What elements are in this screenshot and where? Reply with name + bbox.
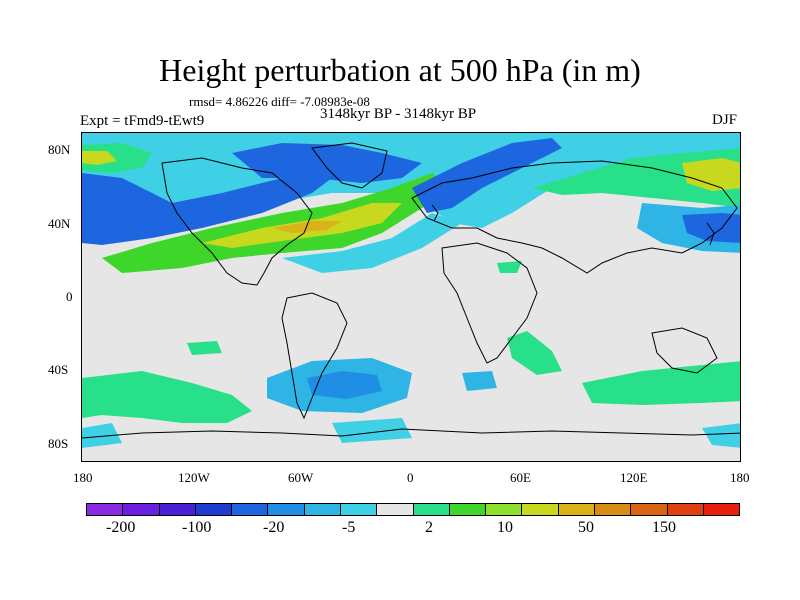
region-africa-green-patch (497, 261, 522, 273)
coast-australia (651, 327, 718, 374)
coastlines (82, 142, 740, 439)
plot-title: Height perturbation at 500 hPa (in m) (159, 52, 641, 88)
region-indian-ocean-green (507, 331, 562, 375)
region-antarctic-blue-east (702, 423, 740, 448)
plot-subtitle: 3148kyr BP - 3148kyr BP (320, 106, 477, 122)
colorbar-swatch (486, 504, 523, 515)
region-east-asia-yellow (682, 158, 740, 191)
colorbar-label: 50 (578, 519, 594, 536)
lat-tick-label: 40N (48, 216, 71, 231)
region-pacific-green-west (82, 143, 152, 173)
colorbar-swatch (232, 504, 269, 515)
coast-north-america (161, 157, 313, 286)
colorbar-label: -100 (182, 519, 212, 536)
colorbar-swatch (87, 504, 124, 515)
lon-tick-label: 60W (288, 470, 314, 485)
lat-tick-label: 0 (66, 289, 73, 304)
colorbar-swatch (377, 504, 414, 515)
lon-tick-label: 180 (73, 470, 93, 485)
coast-south-america (281, 292, 348, 420)
region-indian-ocean-blue (462, 371, 497, 391)
region-pacific-yellow-west (82, 151, 117, 165)
region-greenland-low (232, 143, 422, 183)
colorbar-swatch (159, 504, 196, 515)
colorbar-label: -20 (263, 519, 285, 536)
region-north-pacific-low (82, 173, 332, 245)
colorbar-label: 2 (425, 519, 433, 536)
region-south-atlantic-dark (307, 371, 382, 399)
experiment-label: Expt = tFmd9-tEwt9 (80, 113, 205, 129)
lon-tick-label: 120E (620, 470, 648, 485)
colorbar-swatch (195, 504, 233, 515)
region-na-atlantic-green (102, 173, 452, 273)
colorbar-label: 150 (652, 519, 676, 536)
region-antarctic-blue-west (82, 423, 122, 448)
colorbar-swatch (123, 504, 160, 515)
region-atlantic-orange (272, 221, 342, 233)
coast-uk (431, 204, 439, 222)
map-svg (82, 133, 740, 461)
lat-tick-label: 80S (48, 436, 69, 451)
stats-text: rmsd= 4.86226 diff= -7.08983e-08 (189, 94, 370, 109)
colorbar-swatch (449, 504, 487, 515)
region-na-blue-fringe (282, 213, 462, 273)
lon-tick-label: 0 (407, 470, 414, 485)
coast-japan (706, 222, 715, 246)
lon-tick-label: 60E (510, 470, 531, 485)
region-south-pacific-green-small (187, 341, 222, 355)
lat-tick-label: 80N (48, 142, 71, 157)
coast-africa (441, 242, 538, 364)
lon-tick-label: 120W (178, 470, 210, 485)
region-europe-siberia-low (412, 138, 562, 213)
colorbar-swatch (413, 504, 450, 515)
lat-tick-label: 40S (48, 362, 69, 377)
colorbar-swatch (667, 504, 704, 515)
region-southern-ocean-east (582, 361, 740, 405)
colorbar-label: -5 (342, 519, 356, 536)
region-antarctic-blue-center (332, 418, 412, 443)
coast-europe-asia (411, 160, 738, 274)
region-south-pacific-green (82, 371, 252, 423)
map-panel (81, 132, 741, 462)
colorbar-swatch (594, 504, 632, 515)
colorbar-swatch (631, 504, 668, 515)
colorbar-swatch (268, 504, 305, 515)
colorbar-label: -200 (106, 519, 136, 536)
colorbar-swatch (558, 504, 595, 515)
colorbar-label: 10 (497, 519, 513, 536)
colorbar (86, 503, 740, 516)
colorbar-swatch (340, 504, 378, 515)
coast-antarctica (82, 428, 740, 439)
season-label: DJF (712, 112, 738, 128)
colorbar-swatch (522, 504, 559, 515)
colorbar-swatch (304, 504, 341, 515)
lon-tick-label: 180 (730, 470, 750, 485)
coast-greenland (311, 142, 388, 189)
colorbar-swatch (703, 504, 740, 515)
